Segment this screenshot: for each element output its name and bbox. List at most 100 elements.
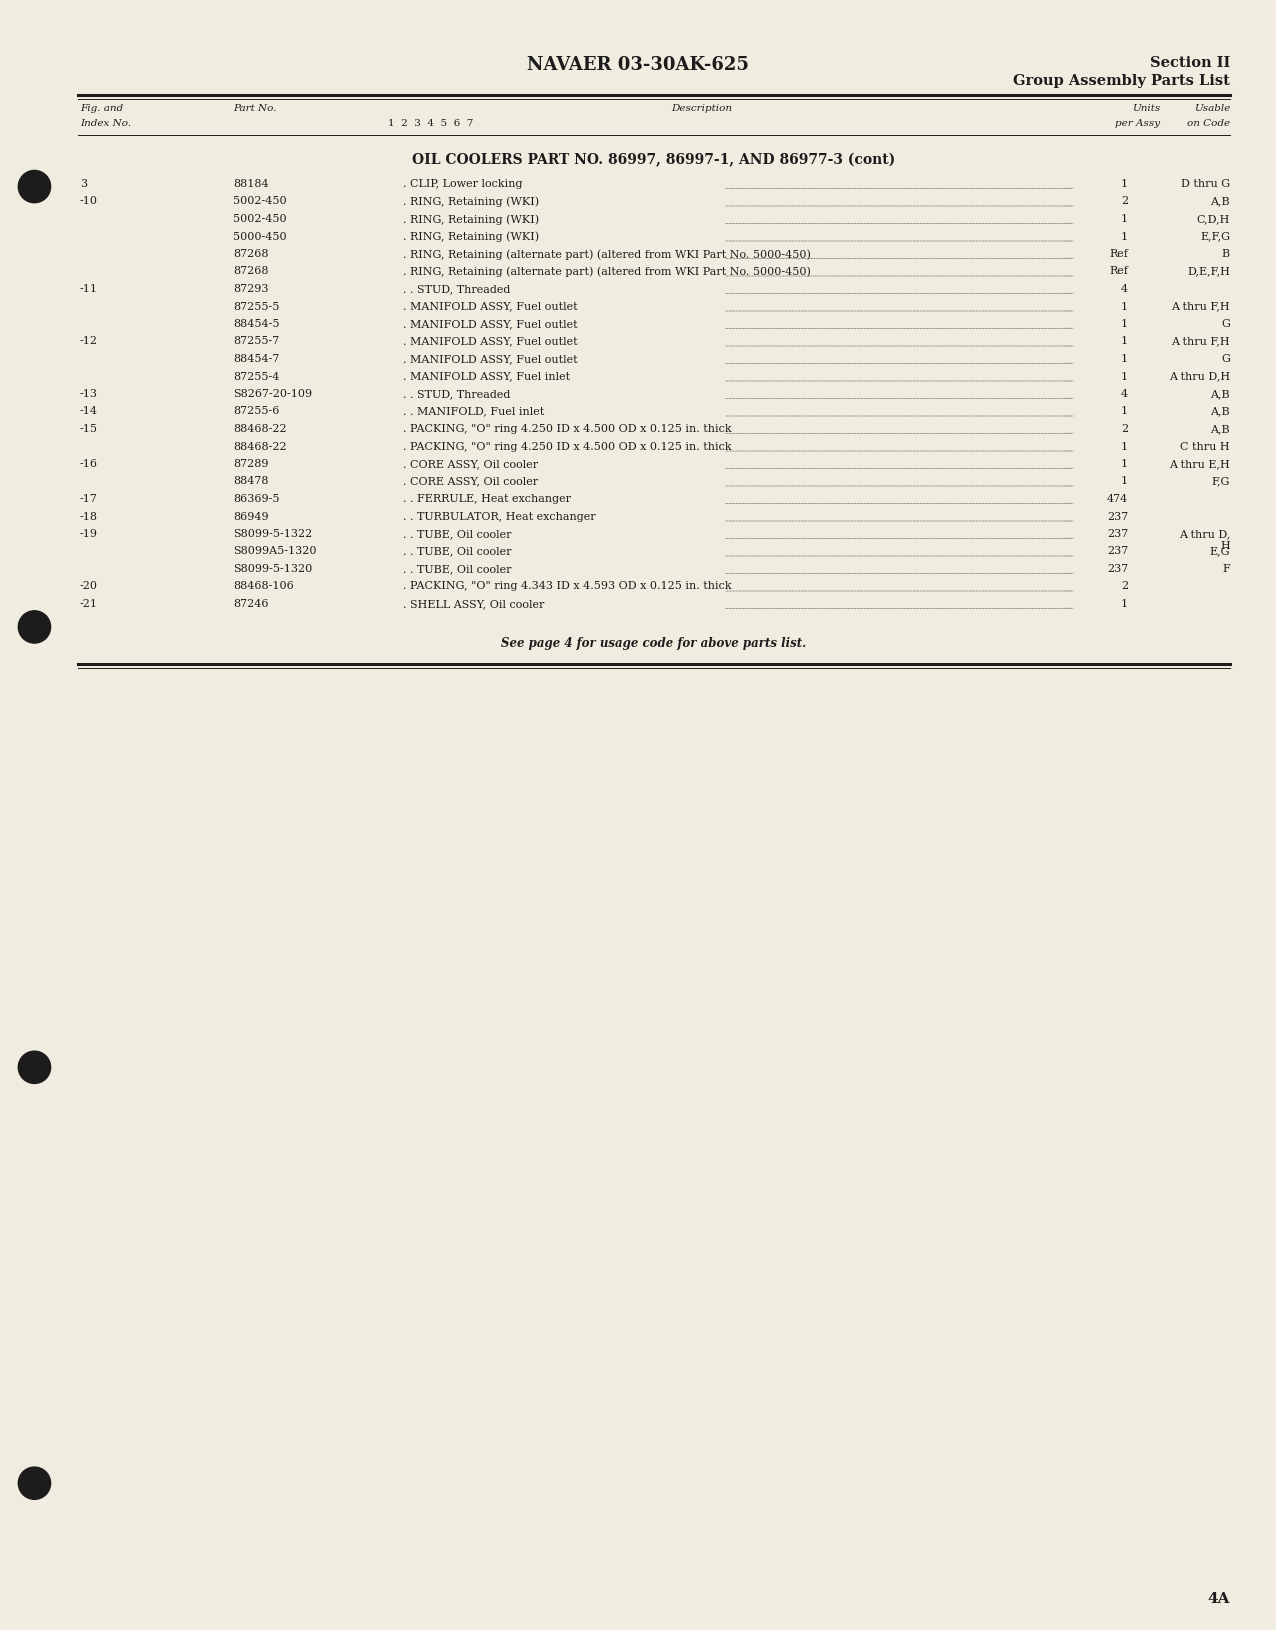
Text: A,B: A,B xyxy=(1211,424,1230,434)
Text: . PACKING, "O" ring 4.250 ID x 4.500 OD x 0.125 in. thick: . PACKING, "O" ring 4.250 ID x 4.500 OD … xyxy=(403,424,731,434)
Text: 87293: 87293 xyxy=(234,284,268,293)
Text: 1: 1 xyxy=(1120,442,1128,452)
Text: F: F xyxy=(1222,564,1230,574)
Text: 87268: 87268 xyxy=(234,266,268,277)
Text: on Code: on Code xyxy=(1187,119,1230,127)
Text: . RING, Retaining (alternate part) (altered from WKI Part No. 5000-450): . RING, Retaining (alternate part) (alte… xyxy=(403,249,810,259)
Text: 1: 1 xyxy=(1120,598,1128,608)
Text: 4: 4 xyxy=(1120,390,1128,399)
Text: 86369-5: 86369-5 xyxy=(234,494,279,504)
Text: S8099A5-1320: S8099A5-1320 xyxy=(234,546,316,556)
Text: Section II: Section II xyxy=(1150,55,1230,70)
Circle shape xyxy=(18,171,51,204)
Text: 88184: 88184 xyxy=(234,179,269,189)
Text: 87255-5: 87255-5 xyxy=(234,302,279,311)
Text: D thru G: D thru G xyxy=(1180,179,1230,189)
Text: . . TUBE, Oil cooler: . . TUBE, Oil cooler xyxy=(403,564,512,574)
Text: . . TUBE, Oil cooler: . . TUBE, Oil cooler xyxy=(403,546,512,556)
Text: 2: 2 xyxy=(1120,582,1128,592)
Text: . RING, Retaining (WKI): . RING, Retaining (WKI) xyxy=(403,196,540,207)
Text: Ref: Ref xyxy=(1109,249,1128,259)
Text: Fig. and: Fig. and xyxy=(80,104,122,112)
Text: . MANIFOLD ASSY, Fuel outlet: . MANIFOLD ASSY, Fuel outlet xyxy=(403,336,578,346)
Text: D,E,F,H: D,E,F,H xyxy=(1187,266,1230,277)
Text: 88468-22: 88468-22 xyxy=(234,442,287,452)
Circle shape xyxy=(18,1467,51,1500)
Circle shape xyxy=(18,611,51,644)
Text: E,G: E,G xyxy=(1210,546,1230,556)
Text: B: B xyxy=(1222,249,1230,259)
Text: 237: 237 xyxy=(1106,512,1128,522)
Text: C thru H: C thru H xyxy=(1180,442,1230,452)
Text: H: H xyxy=(1220,541,1230,551)
Text: NAVAER 03-30AK-625: NAVAER 03-30AK-625 xyxy=(527,55,749,73)
Text: . RING, Retaining (WKI): . RING, Retaining (WKI) xyxy=(403,214,540,225)
Text: A thru F,H: A thru F,H xyxy=(1171,302,1230,311)
Text: See page 4 for usage code for above parts list.: See page 4 for usage code for above part… xyxy=(501,637,806,650)
Text: 87255-6: 87255-6 xyxy=(234,406,279,416)
Text: . . STUD, Threaded: . . STUD, Threaded xyxy=(403,284,510,293)
Text: 87246: 87246 xyxy=(234,598,268,608)
Text: per Assy: per Assy xyxy=(1115,119,1160,127)
Text: 87289: 87289 xyxy=(234,458,268,469)
Text: 1: 1 xyxy=(1120,179,1128,189)
Text: 3: 3 xyxy=(80,179,87,189)
Text: -10: -10 xyxy=(80,196,98,207)
Text: 88468-106: 88468-106 xyxy=(234,582,293,592)
Text: . CORE ASSY, Oil cooler: . CORE ASSY, Oil cooler xyxy=(403,476,538,486)
Text: A thru E,H: A thru E,H xyxy=(1169,458,1230,469)
Text: -18: -18 xyxy=(80,512,98,522)
Text: 1: 1 xyxy=(1120,231,1128,241)
Text: 1: 1 xyxy=(1120,372,1128,381)
Text: 237: 237 xyxy=(1106,564,1128,574)
Text: Usable: Usable xyxy=(1193,104,1230,112)
Text: A thru D,: A thru D, xyxy=(1179,528,1230,538)
Text: . . TUBE, Oil cooler: . . TUBE, Oil cooler xyxy=(403,528,512,538)
Text: -19: -19 xyxy=(80,528,98,538)
Text: . . TURBULATOR, Heat exchanger: . . TURBULATOR, Heat exchanger xyxy=(403,512,596,522)
Text: 87255-4: 87255-4 xyxy=(234,372,279,381)
Text: 1: 1 xyxy=(1120,476,1128,486)
Text: G: G xyxy=(1221,319,1230,329)
Text: F,G: F,G xyxy=(1212,476,1230,486)
Text: . SHELL ASSY, Oil cooler: . SHELL ASSY, Oil cooler xyxy=(403,598,545,608)
Text: -21: -21 xyxy=(80,598,98,608)
Text: 1: 1 xyxy=(1120,214,1128,223)
Text: S8267-20-109: S8267-20-109 xyxy=(234,390,313,399)
Text: . RING, Retaining (WKI): . RING, Retaining (WKI) xyxy=(403,231,540,241)
Text: 237: 237 xyxy=(1106,546,1128,556)
Text: . PACKING, "O" ring 4.250 ID x 4.500 OD x 0.125 in. thick: . PACKING, "O" ring 4.250 ID x 4.500 OD … xyxy=(403,442,731,452)
Text: -15: -15 xyxy=(80,424,98,434)
Text: 86949: 86949 xyxy=(234,512,269,522)
Text: OIL COOLERS PART NO. 86997, 86997-1, AND 86977-3 (cont): OIL COOLERS PART NO. 86997, 86997-1, AND… xyxy=(412,153,896,168)
Text: Group Assembly Parts List: Group Assembly Parts List xyxy=(1013,73,1230,88)
Text: . CLIP, Lower locking: . CLIP, Lower locking xyxy=(403,179,522,189)
Text: S8099-5-1320: S8099-5-1320 xyxy=(234,564,313,574)
Text: -16: -16 xyxy=(80,458,98,469)
Text: . RING, Retaining (alternate part) (altered from WKI Part No. 5000-450): . RING, Retaining (alternate part) (alte… xyxy=(403,266,810,277)
Text: 5002-450: 5002-450 xyxy=(234,196,287,207)
Text: -13: -13 xyxy=(80,390,98,399)
Text: -17: -17 xyxy=(80,494,98,504)
Text: A,B: A,B xyxy=(1211,406,1230,416)
Text: 88454-7: 88454-7 xyxy=(234,354,279,363)
Text: 1: 1 xyxy=(1120,458,1128,469)
Text: 4: 4 xyxy=(1120,284,1128,293)
Text: A,B: A,B xyxy=(1211,196,1230,207)
Text: -14: -14 xyxy=(80,406,98,416)
Text: 1: 1 xyxy=(1120,319,1128,329)
Text: Index No.: Index No. xyxy=(80,119,131,127)
Text: . MANIFOLD ASSY, Fuel outlet: . MANIFOLD ASSY, Fuel outlet xyxy=(403,354,578,363)
Text: 237: 237 xyxy=(1106,528,1128,538)
Text: 87268: 87268 xyxy=(234,249,268,259)
Text: . . MANIFOLD, Fuel inlet: . . MANIFOLD, Fuel inlet xyxy=(403,406,545,416)
Text: . MANIFOLD ASSY, Fuel outlet: . MANIFOLD ASSY, Fuel outlet xyxy=(403,319,578,329)
Text: 1: 1 xyxy=(1120,302,1128,311)
Text: C,D,H: C,D,H xyxy=(1197,214,1230,223)
Text: Ref: Ref xyxy=(1109,266,1128,277)
Text: A thru F,H: A thru F,H xyxy=(1171,336,1230,346)
Text: 88468-22: 88468-22 xyxy=(234,424,287,434)
Text: Part No.: Part No. xyxy=(234,104,277,112)
Text: 1  2  3  4  5  6  7: 1 2 3 4 5 6 7 xyxy=(388,119,473,127)
Text: 1: 1 xyxy=(1120,406,1128,416)
